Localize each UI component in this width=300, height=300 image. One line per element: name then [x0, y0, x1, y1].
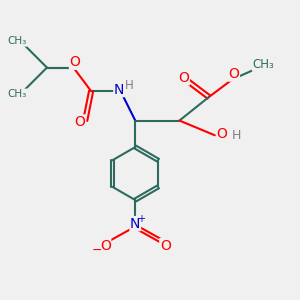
Text: H: H	[125, 79, 134, 92]
Text: O: O	[70, 55, 80, 69]
Text: CH₃: CH₃	[8, 89, 27, 99]
Text: O: O	[178, 71, 189, 85]
Text: N: N	[130, 217, 140, 231]
Text: O: O	[229, 67, 239, 81]
Text: O: O	[74, 115, 86, 129]
Text: −: −	[92, 244, 102, 256]
Text: CH₃: CH₃	[8, 36, 27, 46]
Text: O: O	[160, 239, 171, 253]
Text: CH₃: CH₃	[253, 58, 274, 71]
Text: +: +	[137, 214, 145, 224]
Text: O: O	[217, 127, 228, 141]
Text: O: O	[100, 239, 111, 253]
Text: N: N	[114, 82, 124, 97]
Text: H: H	[232, 129, 242, 142]
